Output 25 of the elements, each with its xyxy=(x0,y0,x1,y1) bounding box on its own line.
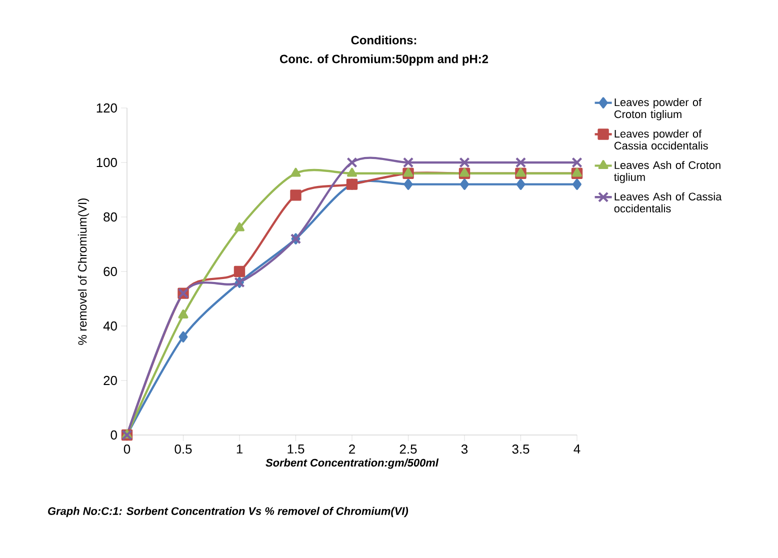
legend-label: Leaves powder of Croton tiglium xyxy=(614,98,702,120)
x-axis-title: Sorbent Concentration:gm/500ml xyxy=(266,458,439,469)
legend-label: Leaves Ash of Cassia occidentalis xyxy=(614,192,722,212)
x-tick-label: 1.5 xyxy=(288,444,304,454)
y-tick-label: 100 xyxy=(96,158,117,168)
y-tick-label: 60 xyxy=(104,266,117,276)
legend-label: Leaves Ash of Croton tiglium xyxy=(614,160,720,184)
x-tick-label: 1 xyxy=(236,444,242,454)
text: Graph No:C:1: Sorbent Concentration Vs % removel of Chromium(VI) xyxy=(48,506,408,518)
y-tick-label: 120 xyxy=(96,103,117,113)
x-tick-label: 2 xyxy=(349,444,355,454)
y-axis-title: % removel of Chromium(VI) xyxy=(78,198,90,345)
x-tick-label: 3.5 xyxy=(512,444,530,454)
y-tick-label: 80 xyxy=(104,212,117,222)
legend-label: Leaves powder of Cassia occidentalis xyxy=(614,130,708,150)
x-tick-label: 2.5 xyxy=(400,444,417,454)
y-tick-label: 0 xyxy=(110,430,117,440)
y-tick-label: 40 xyxy=(103,321,117,331)
x-tick-label: 4 xyxy=(574,444,580,454)
x-tick-label: 0.5 xyxy=(174,444,192,454)
x-tick-label: 3 xyxy=(461,444,468,454)
x-tick-label: 0 xyxy=(124,444,130,454)
chart-subtitle: Conc. of Chromium:50ppm and pH:2 xyxy=(280,54,488,66)
y-tick-label: 20 xyxy=(104,376,117,386)
chart-title: Conditions: xyxy=(351,36,416,44)
